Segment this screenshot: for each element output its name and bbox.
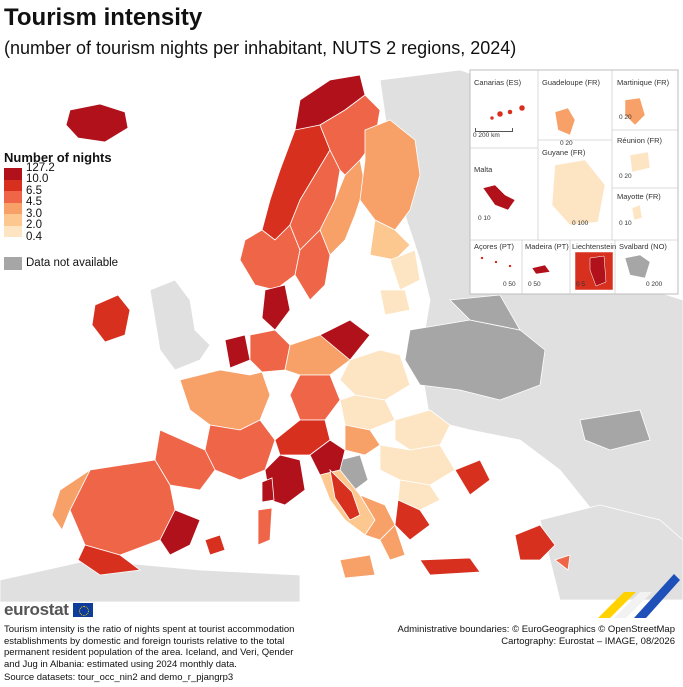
map-subtitle: (number of tourism nights per inhabitant… <box>4 38 517 58</box>
scale-malta: 0 10 <box>478 215 491 222</box>
inset-label-martinique: Martinique (FR) <box>617 78 670 87</box>
non-eu-land <box>0 69 683 602</box>
ireland-regions <box>91 294 131 343</box>
scale-guadeloupe: 0 20 <box>560 140 573 147</box>
inset-label-malta: Malta <box>474 165 493 174</box>
legend-class: 3.0 <box>4 208 154 226</box>
credits-cartography: Cartography: Eurostat – IMAGE, 08/2026 <box>501 636 675 647</box>
map-title: Tourism intensity <box>4 4 203 31</box>
russia-west <box>449 294 521 331</box>
legend-break-label: 127.2 <box>26 161 55 174</box>
inset-label-canarias: Canarias (ES) <box>474 78 522 87</box>
inset-shapes <box>480 97 651 291</box>
legend-not-available: Data not available <box>4 256 154 270</box>
legend-swatch <box>4 214 22 226</box>
legend-break-label: 2.0 <box>26 219 42 232</box>
credits: Administrative boundaries: © EuroGeograp… <box>375 624 676 648</box>
nordic-regions <box>65 74 421 331</box>
legend-class: 6.5 <box>4 185 154 203</box>
inset-label-madeira: Madeira (PT) <box>525 242 569 251</box>
inset-label-guadeloupe: Guadeloupe (FR) <box>542 78 600 87</box>
scale-canarias: 0 200 km <box>473 132 500 139</box>
scale-madeira: 0 50 <box>528 281 541 288</box>
legend-class: 10.0 <box>4 173 154 191</box>
scale-mayotte: 0 10 <box>619 220 632 227</box>
inset-dividers <box>470 70 678 294</box>
great-britain <box>149 279 211 371</box>
scale-svalbard: 0 200 <box>646 281 663 288</box>
legend-break-label: 4.5 <box>26 196 42 209</box>
credits-boundaries: Administrative boundaries: © EuroGeograp… <box>397 624 676 635</box>
scale-liechtenstein: 0 5 <box>576 281 586 288</box>
legend-class: 2.0 <box>4 219 154 237</box>
turkey <box>539 504 683 601</box>
scale-guyane: 0 100 <box>572 220 589 227</box>
legend-classes: 127.2 10.0 6.5 4.5 3.0 2.0 0.4 <box>4 162 154 249</box>
legend-swatch <box>4 191 22 203</box>
inset-label-reunion: Réunion (FR) <box>617 136 663 145</box>
inset-label-guyane: Guyane (FR) <box>542 148 586 157</box>
legend-title: Number of nights <box>4 150 112 165</box>
inset-label-liechtenstein: Liechtenstein <box>572 242 617 251</box>
legend-label-na: Data not available <box>26 257 119 269</box>
legend-break-label: 10.0 <box>26 173 49 186</box>
legend-swatch <box>4 202 22 214</box>
europe-map <box>0 62 683 602</box>
scale-martinique: 0 20 <box>619 114 632 121</box>
eu-flag-icon <box>72 603 93 617</box>
legend-swatch <box>4 179 22 191</box>
eurostat-wordmark: eurostat <box>4 600 69 619</box>
source-line: Source datasets: tour_occ_nin2 and demo_… <box>4 672 234 683</box>
legend-class: 0.4 <box>4 231 154 249</box>
north-africa <box>0 559 301 602</box>
legend-swatch <box>4 225 22 237</box>
central-regions <box>51 319 571 579</box>
legend-break-label: 3.0 <box>26 207 42 220</box>
inset-label-svalbard: Svalbard (NO) <box>619 242 667 251</box>
ukraine-east <box>579 409 651 451</box>
legend-swatch-na <box>4 256 22 270</box>
legend-class: 127.2 <box>4 162 154 180</box>
scale-acores: 0 50 <box>503 281 516 288</box>
legend-swatch <box>4 237 22 249</box>
no-data-regions <box>337 294 651 493</box>
footnote: Tourism intensity is the ratio of nights… <box>4 624 295 670</box>
legend: Number of nights 127.2 10.0 6.5 4.5 3.0 2.0 0.… <box>4 150 154 270</box>
image-logo-icon <box>598 574 680 618</box>
eurostat-logo: eurostat <box>4 600 93 620</box>
scale-reunion: 0 20 <box>619 173 632 180</box>
legend-class: 4.5 <box>4 196 154 214</box>
legend-swatch <box>4 168 22 180</box>
inset-label-acores: Açores (PT) <box>474 242 515 251</box>
legend-break-label: 0.4 <box>26 230 42 243</box>
legend-break-label: 6.5 <box>26 184 42 197</box>
scale-bar <box>475 128 513 132</box>
inset-label-mayotte: Mayotte (FR) <box>617 192 661 201</box>
